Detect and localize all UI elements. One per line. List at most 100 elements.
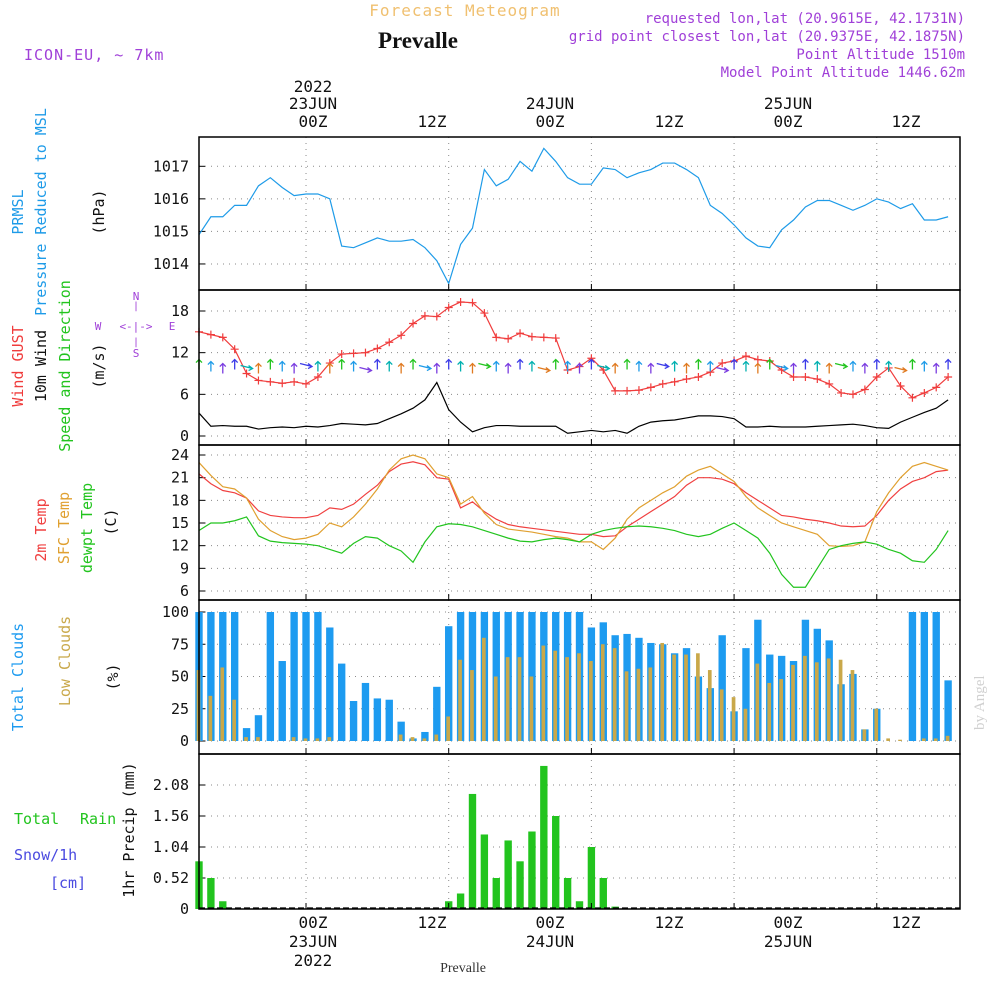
low-cloud-bar [874, 708, 879, 741]
y-tick-label: 1.04 [153, 838, 189, 856]
gust-point [813, 375, 822, 384]
total-cloud-bar [361, 682, 370, 741]
low-cloud-bar [850, 670, 855, 741]
low-cloud-bar [529, 676, 534, 741]
low-cloud-bar [541, 645, 546, 741]
wind-direction-arrow [834, 362, 849, 370]
gust-point [302, 379, 311, 388]
low-cloud-bar [886, 738, 890, 741]
p3-label-temp: 2m Temp [32, 498, 50, 561]
y-tick-label: 1017 [153, 157, 189, 175]
bottom-year: 2022 [294, 951, 333, 970]
panel-frame [198, 136, 961, 291]
low-cloud-bar [826, 658, 831, 741]
low-cloud-bar [672, 654, 676, 741]
subtitle: Forecast Meteogram [369, 1, 560, 20]
low-cloud-bar [256, 737, 260, 741]
gust-point [623, 386, 632, 395]
low-cloud-bar [838, 659, 843, 741]
total-cloud-bar [266, 612, 275, 741]
panel-1: 1014 1015 1016 1017 [153, 137, 960, 290]
wind-direction-arrow [754, 362, 762, 374]
gust-point [361, 348, 370, 357]
gust-point [682, 375, 691, 384]
wind-direction-arrow [647, 362, 655, 374]
low-cloud-bar [553, 650, 558, 741]
wind-direction-arrow [385, 360, 393, 372]
gust-point [444, 303, 453, 312]
total-cloud-bar [349, 701, 358, 741]
low-cloud-bar [921, 738, 926, 741]
gust-point [908, 393, 917, 402]
low-cloud-bar [933, 738, 938, 741]
wind-direction-arrow [587, 358, 595, 370]
gust-point [718, 359, 727, 368]
wind-direction-arrow [418, 364, 433, 372]
low-cloud-bar [220, 667, 225, 741]
low-cloud-bar [660, 642, 665, 741]
wind-direction-arrow [254, 362, 262, 374]
gust-point [611, 386, 620, 395]
top-hour-5: 00Z [774, 112, 803, 131]
gust-point [848, 390, 857, 399]
y-tick-label: 12 [171, 537, 189, 555]
total-cloud-bar [920, 612, 929, 741]
top-hour-4: 12Z [655, 112, 684, 131]
wind-direction-arrow [885, 360, 893, 372]
low-cloud-bar [636, 668, 641, 741]
y-tick-label: 6 [180, 385, 189, 403]
y-tick-label: 0 [180, 900, 189, 918]
wind-direction-arrow [694, 358, 702, 370]
gust-point [218, 333, 227, 342]
wind-direction-arrow [908, 358, 916, 370]
total-cloud-bar [242, 728, 251, 741]
low-cloud-bar [232, 699, 236, 741]
wind-direction-arrow [873, 358, 881, 370]
top-hour-1: 00Z [299, 112, 328, 131]
rain-bar [528, 831, 536, 909]
dewpt-line [198, 516, 949, 588]
compass-n: N [133, 290, 140, 303]
low-cloud-bar [767, 682, 772, 741]
p1-label-prmsl: PRMSL [9, 189, 27, 234]
total-cloud-bar [385, 699, 393, 741]
top-date-2: 24JUN [526, 94, 574, 113]
low-cloud-bar [707, 670, 712, 741]
wind-direction-arrow [326, 362, 334, 374]
gust-point [468, 298, 477, 307]
gust-point [860, 385, 869, 394]
low-cloud-bar [446, 716, 451, 741]
low-cloud-bar [291, 737, 296, 741]
total-cloud-bar [718, 635, 726, 741]
low-cloud-bar [470, 670, 474, 741]
total-cloud-bar [338, 663, 346, 741]
p5-label-total: Total [14, 810, 59, 828]
gust-point [456, 297, 465, 306]
wind-direction-arrow [266, 358, 274, 370]
p5-label-unit: 1hr Precip (mm) [120, 762, 138, 897]
low-cloud-bar [505, 657, 510, 741]
gust-point [658, 379, 667, 388]
low-cloud-bar [624, 671, 629, 741]
wind-direction-arrow [775, 364, 789, 372]
rain-bar [504, 840, 512, 909]
low-cloud-bar [458, 659, 462, 741]
y-tick-label: 1.56 [153, 807, 189, 825]
low-cloud-bar [422, 738, 427, 741]
p4-label-low: Low Clouds [56, 616, 74, 706]
total-cloud-bar [278, 661, 286, 741]
gust-point [313, 372, 322, 381]
total-cloud-bar [397, 721, 405, 741]
wind-direction-arrow [825, 362, 833, 374]
wind-direction-arrow [207, 360, 215, 372]
wind-direction-arrow [623, 358, 631, 370]
bottom-hour-4: 12Z [655, 913, 684, 932]
gust-point [741, 352, 750, 361]
wind-direction-arrow [445, 358, 453, 370]
footer-station: Prevalle [440, 961, 486, 976]
rain-bar [207, 878, 215, 909]
low-cloud-bar [577, 653, 581, 741]
gust-point [872, 372, 881, 381]
p2-label-speed: Speed and Direction [56, 280, 74, 452]
low-cloud-bar [862, 729, 867, 741]
